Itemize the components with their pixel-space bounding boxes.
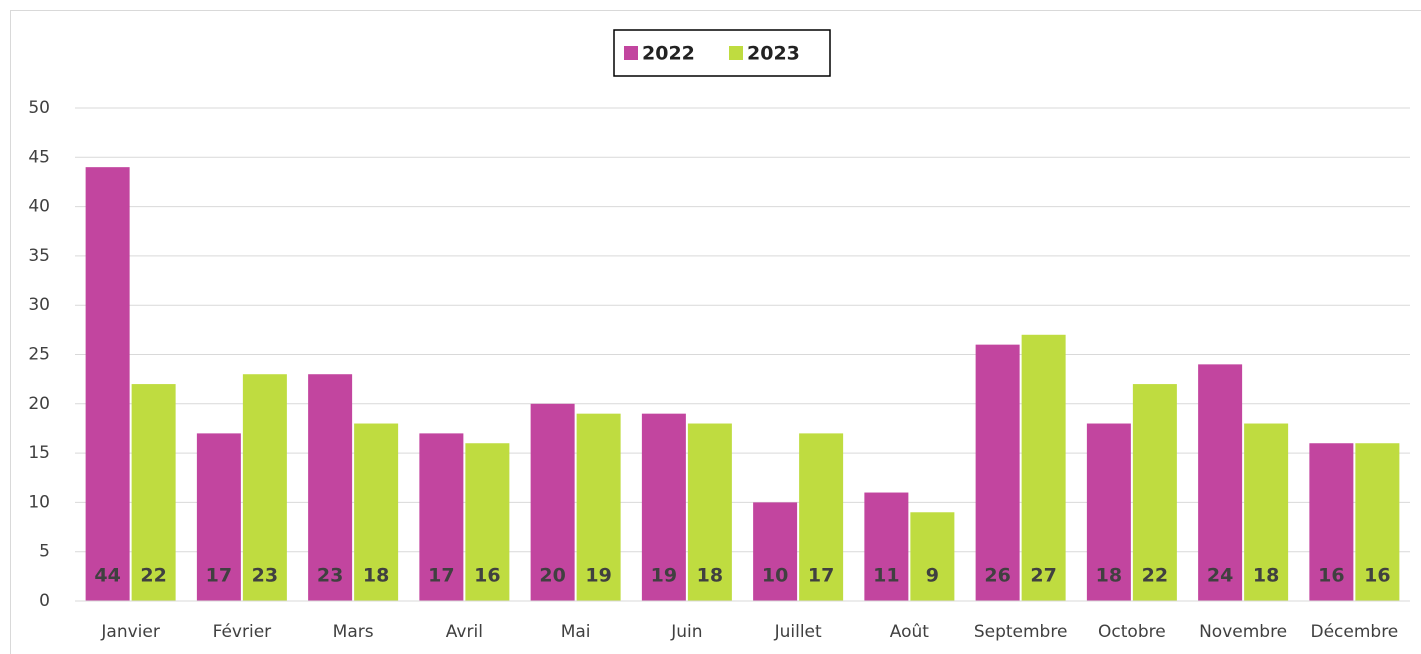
y-tick-label: 20 [28, 394, 50, 414]
bar [1355, 443, 1400, 601]
y-tick-label: 40 [28, 197, 50, 217]
data-label: 17 [428, 565, 454, 587]
y-tick-label: 5 [39, 542, 50, 562]
data-label: 17 [206, 565, 232, 587]
legend-box [613, 29, 831, 77]
bar [354, 423, 399, 601]
y-tick-label: 0 [39, 591, 50, 611]
x-tick-label: Juin [670, 622, 702, 642]
data-label: 19 [585, 565, 611, 587]
data-label: 27 [1030, 565, 1056, 587]
data-label: 10 [762, 565, 788, 587]
data-label: 11 [873, 565, 899, 587]
x-tick-label: Mars [333, 622, 374, 642]
bar [419, 433, 464, 601]
chart-border [10, 10, 1421, 654]
bar [242, 374, 287, 601]
bar [131, 384, 176, 601]
bar [687, 423, 732, 601]
y-tick-label: 25 [28, 345, 50, 365]
bar [1132, 384, 1177, 601]
bar [1021, 334, 1066, 601]
bar [308, 374, 353, 601]
data-label: 26 [984, 565, 1010, 587]
data-label: 18 [697, 565, 723, 587]
data-label: 17 [808, 565, 834, 587]
y-tick-label: 45 [28, 147, 50, 167]
bar [576, 413, 621, 601]
data-label: 9 [926, 565, 939, 587]
bar [196, 433, 241, 601]
data-label: 16 [474, 565, 500, 587]
data-label: 19 [651, 565, 677, 587]
x-tick-label: Juillet [774, 622, 822, 642]
y-tick-label: 15 [28, 443, 50, 463]
x-tick-label: Février [213, 622, 272, 642]
data-label: 23 [252, 565, 278, 587]
bar [641, 413, 686, 601]
bar [1086, 423, 1131, 601]
data-label: 18 [1253, 565, 1279, 587]
bar [864, 492, 909, 601]
x-tick-label: Août [890, 622, 930, 642]
bar [753, 502, 798, 601]
data-label: 16 [1318, 565, 1344, 587]
x-tick-label: Janvier [100, 622, 159, 642]
x-tick-label: Novembre [1199, 622, 1287, 642]
bar [975, 344, 1020, 601]
bar [799, 433, 844, 601]
y-tick-label: 30 [28, 295, 50, 315]
x-tick-label: Décembre [1310, 622, 1398, 642]
x-tick-label: Septembre [974, 622, 1068, 642]
legend-label: 2022 [642, 43, 695, 65]
x-tick-label: Octobre [1098, 622, 1166, 642]
bar [1198, 364, 1243, 601]
data-label: 20 [539, 565, 565, 587]
legend-swatch [624, 46, 638, 60]
data-label: 18 [363, 565, 389, 587]
x-tick-label: Avril [446, 622, 483, 642]
y-tick-label: 10 [28, 492, 50, 512]
y-tick-label: 50 [28, 98, 50, 118]
legend-swatch [729, 46, 743, 60]
data-label: 23 [317, 565, 343, 587]
y-tick-label: 35 [28, 246, 50, 266]
bar [1244, 423, 1289, 601]
bar [530, 403, 575, 601]
legend-label: 2023 [747, 43, 800, 65]
x-tick-label: Mai [561, 622, 591, 642]
bar [465, 443, 510, 601]
bar [1309, 443, 1354, 601]
data-label: 22 [140, 565, 166, 587]
bar [910, 512, 955, 601]
data-label: 44 [94, 565, 120, 587]
data-label: 24 [1207, 565, 1233, 587]
bar [85, 167, 130, 601]
data-label: 18 [1096, 565, 1122, 587]
data-label: 16 [1364, 565, 1390, 587]
data-label: 22 [1142, 565, 1168, 587]
